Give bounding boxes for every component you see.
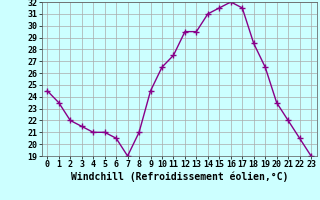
X-axis label: Windchill (Refroidissement éolien,°C): Windchill (Refroidissement éolien,°C) xyxy=(70,172,288,182)
